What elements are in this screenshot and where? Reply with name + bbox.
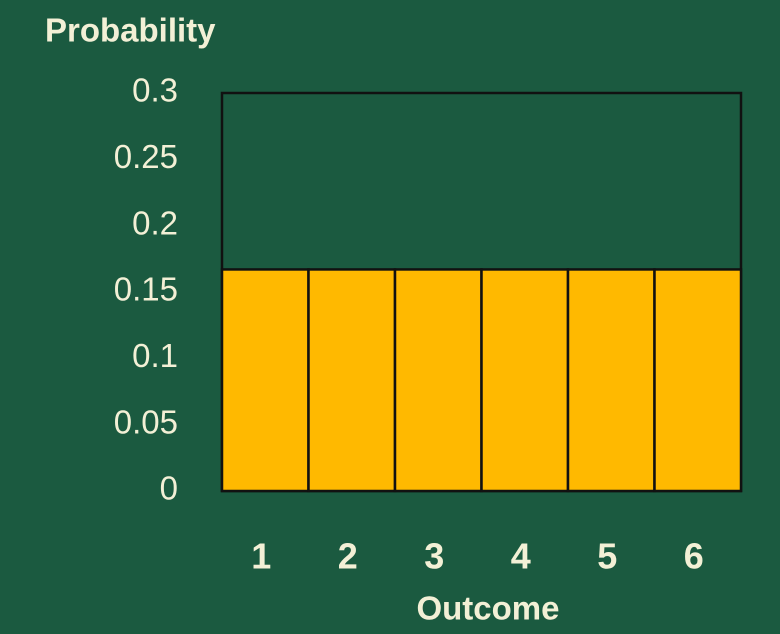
bar <box>653 268 743 493</box>
x-tick-label: 2 <box>338 536 358 577</box>
x-tick-label: 4 <box>511 536 531 577</box>
y-tick-label: 0.1 <box>132 337 178 374</box>
y-tick-label: 0.05 <box>114 403 178 440</box>
y-tick-label: 0 <box>160 470 178 507</box>
bar <box>566 268 656 493</box>
x-axis-label: Outcome <box>416 590 559 627</box>
y-tick-label: 0.3 <box>132 72 178 109</box>
y-tick-label: 0.2 <box>132 204 178 241</box>
bar <box>480 268 570 493</box>
bar <box>393 268 483 493</box>
y-axis-label: Probability <box>45 12 216 49</box>
x-tick-label: 6 <box>684 536 704 577</box>
y-tick-label: 0.25 <box>114 138 178 175</box>
bar <box>307 268 397 493</box>
bar <box>220 268 310 493</box>
x-tick-label: 3 <box>424 536 444 577</box>
x-tick-label: 5 <box>597 536 617 577</box>
y-tick-label: 0.15 <box>114 271 178 308</box>
x-tick-label: 1 <box>251 536 271 577</box>
